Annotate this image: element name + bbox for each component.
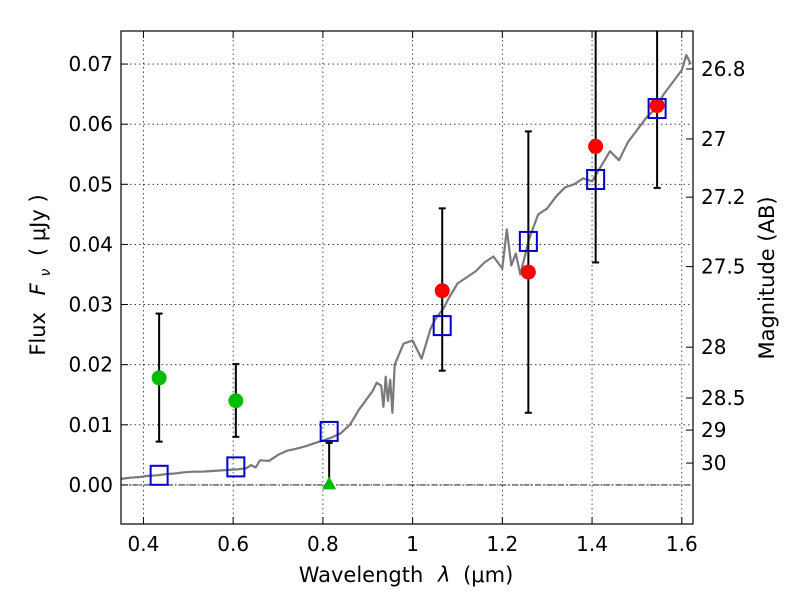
y-axis-label-var: F (26, 282, 50, 295)
y-tick-label: 0.02 (68, 353, 113, 377)
x-axis-label: Wavelength λ (μm) (299, 563, 514, 587)
y2-axis-label: Magnitude (AB) (755, 196, 779, 359)
y2-tick-label: 30 (701, 451, 726, 475)
x-axis-label-unit: (μm) (463, 563, 513, 587)
model-photometry-marker (647, 98, 667, 120)
x-axis-label-var: λ (437, 563, 450, 587)
x-tick-label: 0.8 (307, 532, 339, 556)
upper-limit-marker (322, 476, 337, 490)
y-tick-label: 0.03 (68, 293, 113, 317)
model-photometry-marker (149, 464, 169, 486)
x-tick-label: 1.6 (666, 532, 698, 556)
plot-layer (121, 31, 692, 490)
y2-tick-label: 27.2 (701, 185, 746, 209)
y2-tick-label: 27.5 (701, 255, 746, 279)
y-axis-label: Flux F ν ( μJy ) (26, 194, 55, 355)
y-tick-label: 0.01 (68, 413, 113, 437)
x-tick-label: 0.6 (217, 532, 249, 556)
x-tick-label: 0.4 (128, 532, 160, 556)
y-tick-label: 0.06 (68, 112, 113, 136)
y-tick-label: 0.04 (68, 232, 113, 256)
data-point-observed-red (588, 138, 604, 154)
data-point-observed-red (520, 264, 536, 280)
x-tick-label: 1.4 (576, 532, 608, 556)
model-photometry-marker (586, 169, 606, 191)
y2-tick-label: 26.8 (701, 57, 746, 81)
y-axis-label-sub: ν (38, 269, 54, 277)
y2-tick-label: 29 (701, 418, 726, 442)
grid-layer (121, 31, 693, 524)
data-point-observed-green (151, 370, 167, 386)
y-axis-label-unit: ( μJy ) (26, 194, 50, 256)
y2-tick-label: 28.5 (701, 386, 746, 410)
model-photometry-marker (226, 456, 246, 478)
y-axis-label-text: Flux (26, 312, 50, 356)
data-point-observed-red (649, 98, 665, 114)
x-axis-label-text: Wavelength (299, 563, 424, 587)
x-tick-label: 1 (406, 532, 419, 556)
model-photometry-marker (432, 315, 452, 337)
y-tick-label: 0.00 (68, 473, 113, 497)
model-photometry-marker (319, 420, 339, 442)
y-tick-label: 0.07 (68, 52, 113, 76)
spectrum-line (121, 53, 692, 480)
data-point-observed-red (434, 283, 450, 299)
y-tick-label: 0.05 (68, 172, 113, 196)
y2-tick-label: 27 (701, 127, 726, 151)
tick-layer: 0.4 0.6 0.8 1 1.2 1.4 1.6 0.00 0.01 0.02 0.03 0.04 0… (68, 31, 746, 556)
x-tick-label: 1.2 (486, 532, 518, 556)
data-point-observed-green (228, 393, 244, 409)
plot-frame (120, 30, 694, 525)
model-photometry-marker (518, 230, 538, 252)
y2-tick-label: 28 (701, 335, 726, 359)
